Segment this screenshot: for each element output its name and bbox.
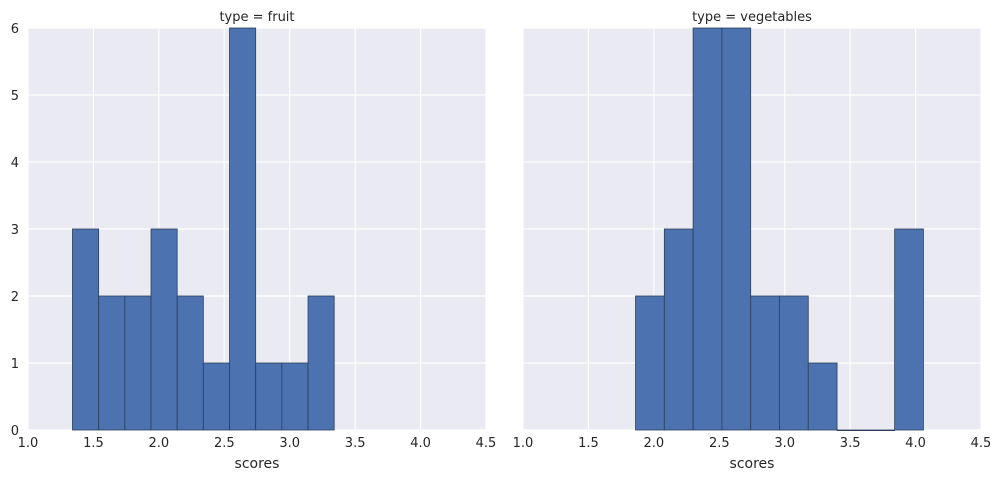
vegetables-x-tick-label: 4.5 (971, 436, 992, 451)
fruit-y-tick-label: 5 (11, 89, 19, 104)
fruit-x-tick-label: 2.0 (149, 436, 170, 451)
vegetables-x-tick-label: 2.0 (644, 436, 665, 451)
vegetables-histogram-bar (894, 228, 924, 431)
fruit-y-tick-label: 6 (11, 22, 19, 37)
fruit-x-tick-label: 1.0 (18, 436, 39, 451)
vegetables-histogram-bar (807, 362, 838, 431)
fruit-y-tick-label: 4 (11, 156, 19, 171)
vegetables-histogram-bar (836, 429, 867, 432)
fruit-histogram-bar (72, 228, 100, 431)
fruit-y-tick-label: 0 (11, 424, 19, 439)
fruit-panel: 1.0 1.5 2.0 2.5 3.0 3.5 4.0 4.5 0 1 2 3 4 5 6 type = fr… (11, 10, 497, 472)
fruit-histogram-bar (255, 362, 283, 431)
vegetables-panel: 1.0 1.5 2.0 2.5 3.0 3.5 4.0 4.5 type = vegetable… (513, 10, 992, 472)
fruit-histogram-bar (98, 295, 126, 431)
fruit-histogram-bar (307, 295, 335, 431)
vegetables-histogram-bar (779, 295, 809, 431)
fruit-x-tick-label: 4.0 (410, 436, 431, 451)
vegetables-x-tick-label: 1.5 (578, 436, 599, 451)
fruit-y-tick-label: 2 (11, 290, 19, 305)
fruit-histogram-bar (124, 295, 152, 431)
vegetables-x-tick-label: 4.0 (905, 436, 926, 451)
fruit-x-tick-label: 3.0 (279, 436, 300, 451)
vegetables-histogram-bar (635, 295, 665, 431)
fruit-histogram-bar (150, 228, 178, 431)
fruit-histogram-bar (281, 362, 309, 431)
vegetables-x-tick-label: 1.0 (513, 436, 534, 451)
fruit-histogram-bar (202, 362, 230, 431)
vegetables-histogram-bar (721, 27, 752, 431)
vegetables-histogram-bar (865, 429, 896, 432)
vegetables-x-tick-label: 3.5 (840, 436, 861, 451)
fruit-histogram-bar (229, 27, 257, 431)
vegetables-histogram-bar (750, 295, 780, 431)
fruit-y-tick-label: 3 (11, 223, 19, 238)
vegetables-x-tick-label: 3.0 (774, 436, 795, 451)
fruit-x-tick-label: 1.5 (83, 436, 104, 451)
vegetables-histogram-bar (692, 27, 723, 431)
vegetables-histogram-bar (663, 228, 694, 431)
fruit-x-tick-label: 3.5 (345, 436, 366, 451)
vegetables-x-tick-label: 2.5 (709, 436, 730, 451)
fruit-panel-title: type = fruit (219, 10, 294, 25)
fruit-histogram-bar (176, 295, 204, 431)
fruit-y-tick-label: 1 (11, 357, 19, 372)
vegetables-panel-title: type = vegetables (692, 10, 812, 25)
fruit-x-tick-label: 4.5 (476, 436, 497, 451)
fruit-x-axis-label: scores (235, 456, 280, 472)
vegetables-x-axis-label: scores (730, 456, 775, 472)
fruit-x-tick-label: 2.5 (214, 436, 235, 451)
